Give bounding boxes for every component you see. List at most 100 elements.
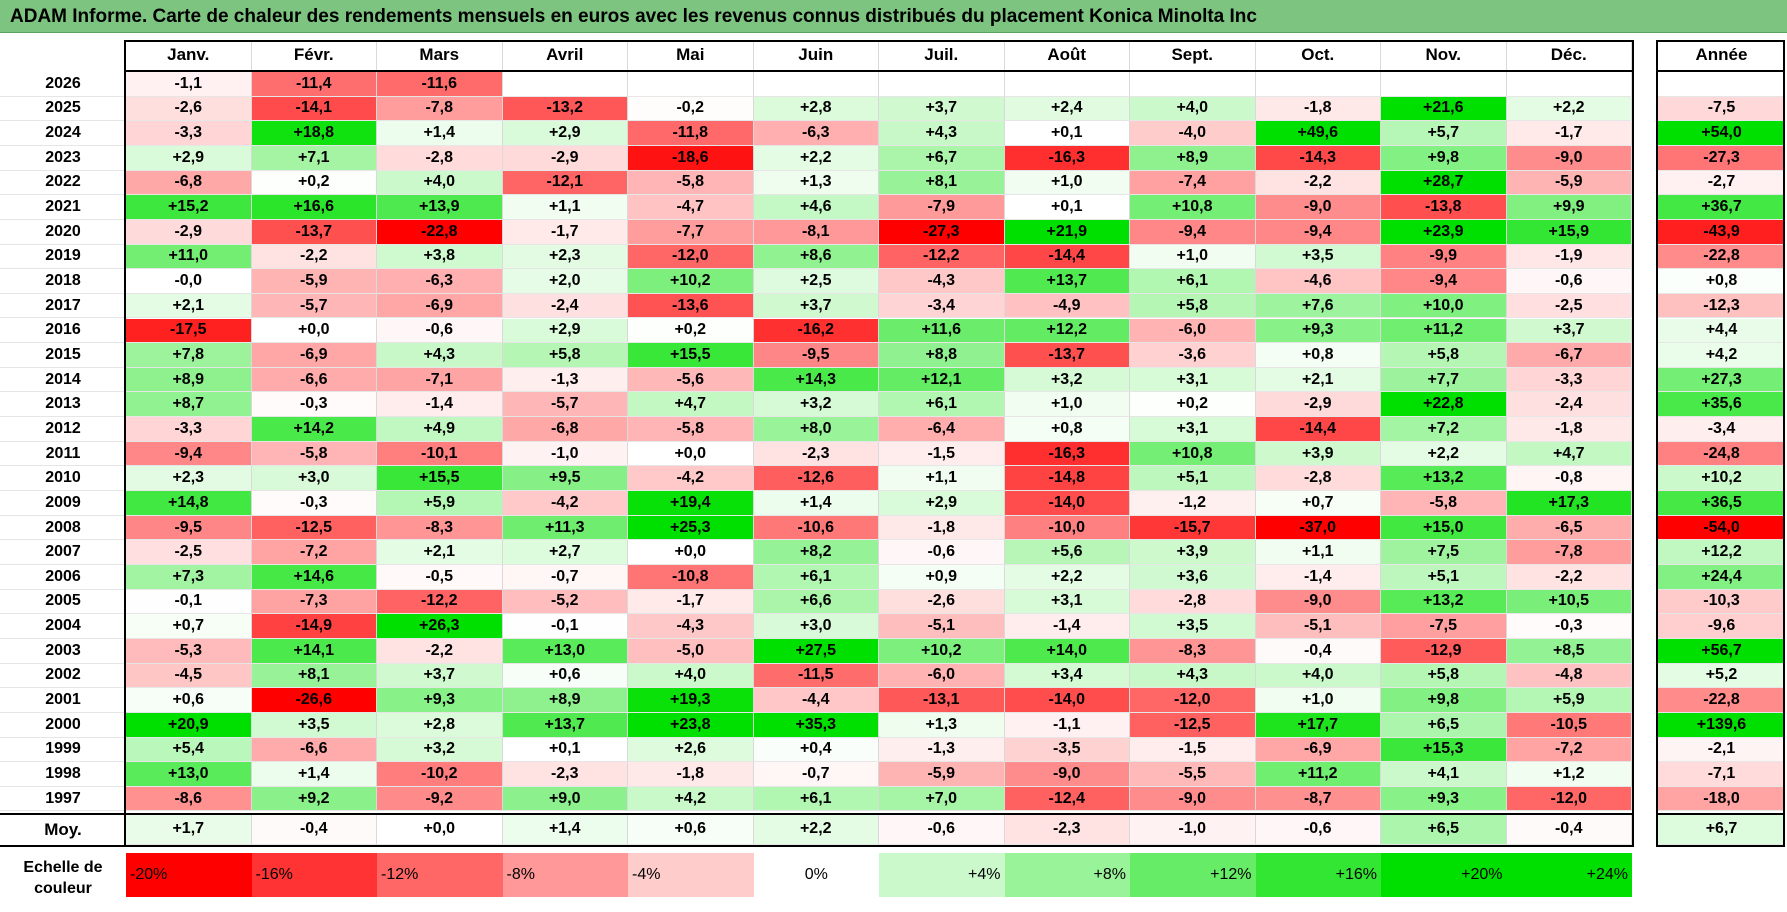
year-label: 2019	[0, 244, 126, 270]
heatmap-cell: +9,8	[1381, 688, 1507, 713]
heatmap-cell: +9,3	[1381, 786, 1507, 812]
heatmap-cell: -14,9	[251, 614, 377, 639]
annual-cell: -43,9	[1658, 219, 1785, 245]
heatmap-cell: -4,6	[1255, 269, 1381, 294]
heatmap-cell: +13,9	[377, 195, 503, 220]
annual-cell: +5,2	[1658, 663, 1785, 689]
heatmap-cell: +4,2	[628, 786, 754, 812]
heatmap-cell: +35,3	[753, 712, 879, 738]
month-header: Sept.	[1130, 40, 1256, 70]
year-label: 2021	[0, 195, 126, 220]
heatmap-cell: -14,0	[1004, 688, 1130, 713]
heatmap-cell	[753, 72, 879, 97]
heatmap-cell: -14,0	[1004, 491, 1130, 516]
heatmap-cell: +0,6	[502, 663, 628, 689]
heatmap-cell: +15,9	[1506, 219, 1632, 245]
heatmap-cell: -5,8	[628, 417, 754, 442]
legend-step: -4%	[628, 853, 754, 897]
heatmap-cell: +0,2	[628, 318, 754, 344]
year-label: 2020	[0, 219, 126, 245]
heatmap-cell: -14,8	[1004, 466, 1130, 492]
heatmap-cell: +9,3	[377, 688, 503, 713]
heatmap-cell: -9,0	[1004, 762, 1130, 787]
year-label: 2016	[0, 318, 126, 344]
heatmap-cell: +3,7	[377, 663, 503, 689]
annual-cell: -22,8	[1658, 244, 1785, 270]
heatmap-cell: -5,7	[502, 392, 628, 418]
heatmap-cell: +3,0	[251, 466, 377, 492]
heatmap-cell	[1004, 72, 1130, 97]
heatmap-cell: -0,6	[879, 540, 1005, 565]
heatmap-cell: -2,8	[377, 145, 503, 171]
heatmap-cell: +12,1	[879, 367, 1005, 393]
heatmap-cell: +2,0	[502, 269, 628, 294]
heatmap-cell: -4,2	[628, 466, 754, 492]
annual-cell: -22,8	[1658, 688, 1785, 713]
heatmap-cell: -2,2	[251, 244, 377, 270]
year-label: 2005	[0, 589, 126, 615]
heatmap-cell: +6,1	[879, 392, 1005, 418]
heatmap-cell: -5,1	[879, 614, 1005, 639]
annual-average-divider	[1658, 812, 1785, 815]
heatmap-cell: +20,9	[126, 712, 252, 738]
heatmap-cell: +10,0	[1381, 293, 1507, 319]
annual-cell: +0,8	[1658, 269, 1785, 294]
heatmap-cell: +3,5	[1255, 244, 1381, 270]
heatmap-cell: +3,1	[1004, 589, 1130, 615]
heatmap-cell: +2,6	[628, 737, 754, 763]
heatmap-cell: +7,3	[126, 565, 252, 590]
heatmap-cell: -0,8	[1506, 466, 1632, 492]
month-header: Mars	[377, 40, 503, 70]
title-bar: ADAM Informe. Carte de chaleur des rende…	[0, 0, 1787, 33]
average-cell: -0,6	[879, 814, 1005, 845]
annual-header: Année	[1658, 40, 1785, 70]
heatmap-cell: -2,6	[126, 96, 252, 122]
heatmap-cell: -26,6	[251, 688, 377, 713]
heatmap-cell: -10,2	[377, 762, 503, 787]
heatmap-cell: +8,1	[879, 170, 1005, 196]
heatmap-cell: -13,7	[1004, 343, 1130, 368]
heatmap-cell: -12,0	[628, 244, 754, 270]
heatmap-cell: +1,1	[1255, 540, 1381, 565]
annual-cell: -24,8	[1658, 441, 1785, 467]
year-label: 2023	[0, 145, 126, 171]
heatmap-cell: -8,3	[377, 515, 503, 541]
heatmap-cell: +8,1	[251, 663, 377, 689]
legend-step: +12%	[1130, 853, 1256, 897]
year-label: 2010	[0, 466, 126, 492]
annual-cell: -54,0	[1658, 515, 1785, 541]
heatmap-cell: -2,5	[1506, 293, 1632, 319]
average-label: Moy.	[0, 814, 126, 845]
heatmap-cell: +0,4	[753, 737, 879, 763]
heatmap-cell: -9,0	[1255, 195, 1381, 220]
heatmap-cell: +0,0	[628, 540, 754, 565]
heatmap-cell: +16,6	[251, 195, 377, 220]
heatmap-cell: -6,3	[377, 269, 503, 294]
month-header: Févr.	[251, 40, 377, 70]
year-label: 2004	[0, 614, 126, 639]
heatmap-cell: -27,3	[879, 219, 1005, 245]
heatmap-cell: -0,2	[628, 96, 754, 122]
heatmap-cell: -14,3	[1255, 145, 1381, 171]
heatmap-cell: -7,2	[1506, 737, 1632, 763]
heatmap-cell: +19,3	[628, 688, 754, 713]
heatmap-cell: -6,9	[1255, 737, 1381, 763]
year-label: 2026	[0, 72, 126, 97]
heatmap-cell: -1,8	[879, 515, 1005, 541]
heatmap-cell: -7,3	[251, 589, 377, 615]
heatmap-cell: +6,1	[753, 786, 879, 812]
heatmap-cell: +3,9	[1130, 540, 1256, 565]
heatmap-cell: -2,3	[502, 762, 628, 787]
heatmap-cell: +10,8	[1130, 195, 1256, 220]
heatmap-cell: +10,8	[1130, 441, 1256, 467]
heatmap-cell: -2,2	[1255, 170, 1381, 196]
heatmap-cell: -16,3	[1004, 145, 1130, 171]
heatmap-cell: -4,3	[879, 269, 1005, 294]
legend-step: +16%	[1255, 853, 1381, 897]
heatmap-cell: -8,6	[126, 786, 252, 812]
heatmap-cell: -7,8	[1506, 540, 1632, 565]
heatmap-cell: -2,8	[1130, 589, 1256, 615]
heatmap-cell: -11,8	[628, 121, 754, 146]
heatmap-cell: +4,0	[1130, 96, 1256, 122]
legend-label-line2: couleur	[34, 880, 92, 897]
